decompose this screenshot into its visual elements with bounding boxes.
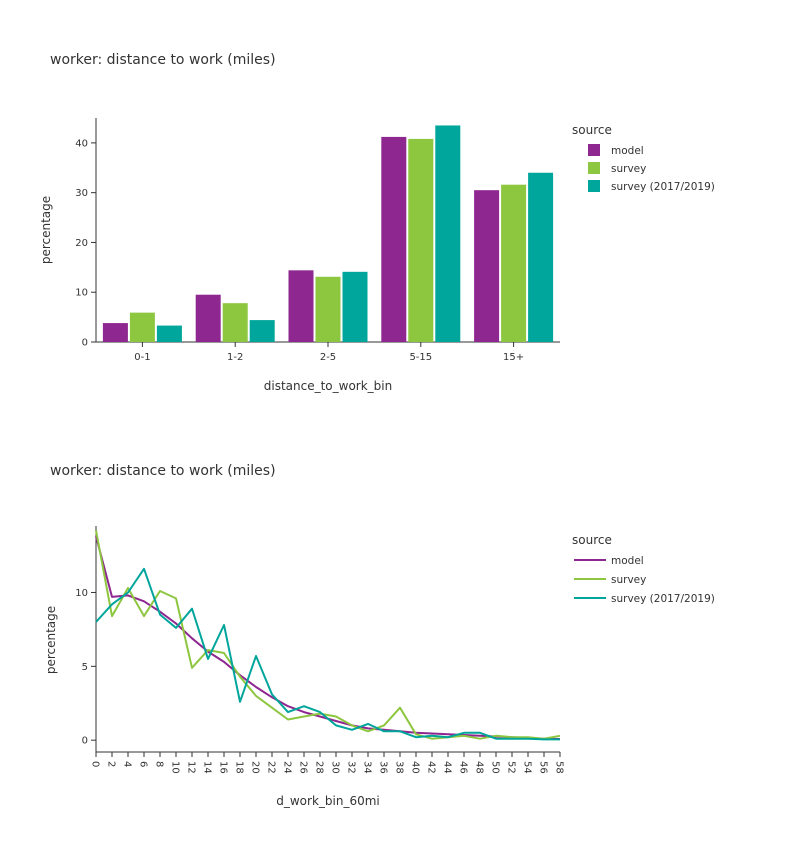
bar-y-axis-title: percentage <box>39 196 53 264</box>
line-y-tick-label: 10 <box>75 588 88 599</box>
bar-5-15-model <box>381 136 407 342</box>
line-y-axis-title: percentage <box>44 606 58 674</box>
bar-legend-swatch-2 <box>588 180 600 192</box>
line-x-tick-label: 40 <box>410 761 421 774</box>
line-x-tick-label: 50 <box>490 761 501 774</box>
line-x-tick-label: 36 <box>378 761 389 774</box>
line-x-tick-label: 28 <box>314 761 325 774</box>
bar-1-2-survey <box>222 303 248 342</box>
line-x-tick-label: 12 <box>186 761 197 774</box>
line-x-tick-label: 44 <box>442 761 453 774</box>
line-x-tick-label: 58 <box>554 761 565 774</box>
bar-5-15-survey <box>408 138 434 342</box>
bar-x-tick-label: 5-15 <box>409 352 432 363</box>
bar-0-1-survey <box>129 312 155 342</box>
line-x-tick-label: 30 <box>330 761 341 774</box>
line-series-survey (2017/2019) <box>95 567 560 741</box>
line-x-tick-label: 26 <box>298 761 309 774</box>
line-x-tick-label: 42 <box>426 761 437 774</box>
bar-0-1-model <box>102 323 128 342</box>
bar-2-5-survey <box>315 276 341 342</box>
line-legend-title: source <box>572 533 612 547</box>
line-x-tick-label: 52 <box>506 761 517 774</box>
line-x-tick-label: 20 <box>250 761 261 774</box>
bar-x-tick-label: 1-2 <box>227 352 243 363</box>
line-legend-label: survey (2017/2019) <box>611 593 715 605</box>
bar-15+-survey <box>501 184 527 342</box>
bar-x-tick-label: 2-5 <box>320 352 336 363</box>
bar-legend-label: survey <box>611 163 646 175</box>
line-legend-label: model <box>611 555 644 567</box>
line-x-tick-label: 8 <box>154 761 165 767</box>
line-legend-label: survey <box>611 574 646 586</box>
bar-legend-label: model <box>611 145 644 157</box>
bar-1-2-model <box>195 294 221 342</box>
line-chart-title: worker: distance to work (miles) <box>50 463 276 479</box>
bar-legend-swatch-0 <box>588 144 600 156</box>
line-x-tick-label: 16 <box>218 761 229 774</box>
line-y-tick-label: 0 <box>82 736 88 747</box>
bar-15+-model <box>474 190 500 342</box>
line-x-tick-label: 6 <box>138 761 149 767</box>
bar-x-axis-title: distance_to_work_bin <box>264 379 393 393</box>
bar-legend-swatch-1 <box>588 162 600 174</box>
line-x-tick-label: 2 <box>106 761 117 767</box>
bar-2-5-model <box>288 270 314 342</box>
bar-legend-label: survey (2017/2019) <box>611 181 715 193</box>
line-x-tick-label: 4 <box>122 761 133 767</box>
bar-2-5-survey (2017/2019) <box>342 271 368 342</box>
bar-y-tick-label: 0 <box>82 338 88 349</box>
line-x-axis-title: d_work_bin_60mi <box>276 794 380 808</box>
line-x-tick-label: 54 <box>522 761 533 774</box>
bar-legend-title: source <box>572 123 612 137</box>
line-series-survey <box>95 530 561 740</box>
line-x-tick-label: 32 <box>346 761 357 774</box>
line-x-tick-label: 56 <box>538 761 549 774</box>
bar-0-1-survey (2017/2019) <box>156 325 182 342</box>
line-x-tick-label: 10 <box>170 761 181 774</box>
line-x-tick-label: 48 <box>474 761 485 774</box>
bar-y-tick-label: 10 <box>75 288 88 299</box>
bar-5-15-survey (2017/2019) <box>435 125 461 342</box>
bar-y-tick-label: 20 <box>75 238 88 249</box>
bar-1-2-survey (2017/2019) <box>249 320 275 342</box>
line-y-tick-label: 5 <box>82 662 88 673</box>
line-x-tick-label: 0 <box>90 761 101 767</box>
line-x-tick-label: 22 <box>266 761 277 774</box>
bar-y-tick-label: 30 <box>75 188 88 199</box>
line-x-tick-label: 18 <box>234 761 245 774</box>
line-x-tick-label: 38 <box>394 761 405 774</box>
line-series-model <box>95 536 561 740</box>
bar-x-tick-label: 15+ <box>503 352 524 363</box>
line-x-tick-label: 46 <box>458 761 469 774</box>
line-x-tick-label: 14 <box>202 761 213 774</box>
bar-y-tick-label: 40 <box>75 138 88 149</box>
line-x-tick-label: 34 <box>362 761 373 774</box>
bar-15+-survey (2017/2019) <box>528 172 554 342</box>
line-x-tick-label: 24 <box>282 761 293 774</box>
bar-chart-title: worker: distance to work (miles) <box>50 52 276 68</box>
bar-x-tick-label: 0-1 <box>134 352 150 363</box>
